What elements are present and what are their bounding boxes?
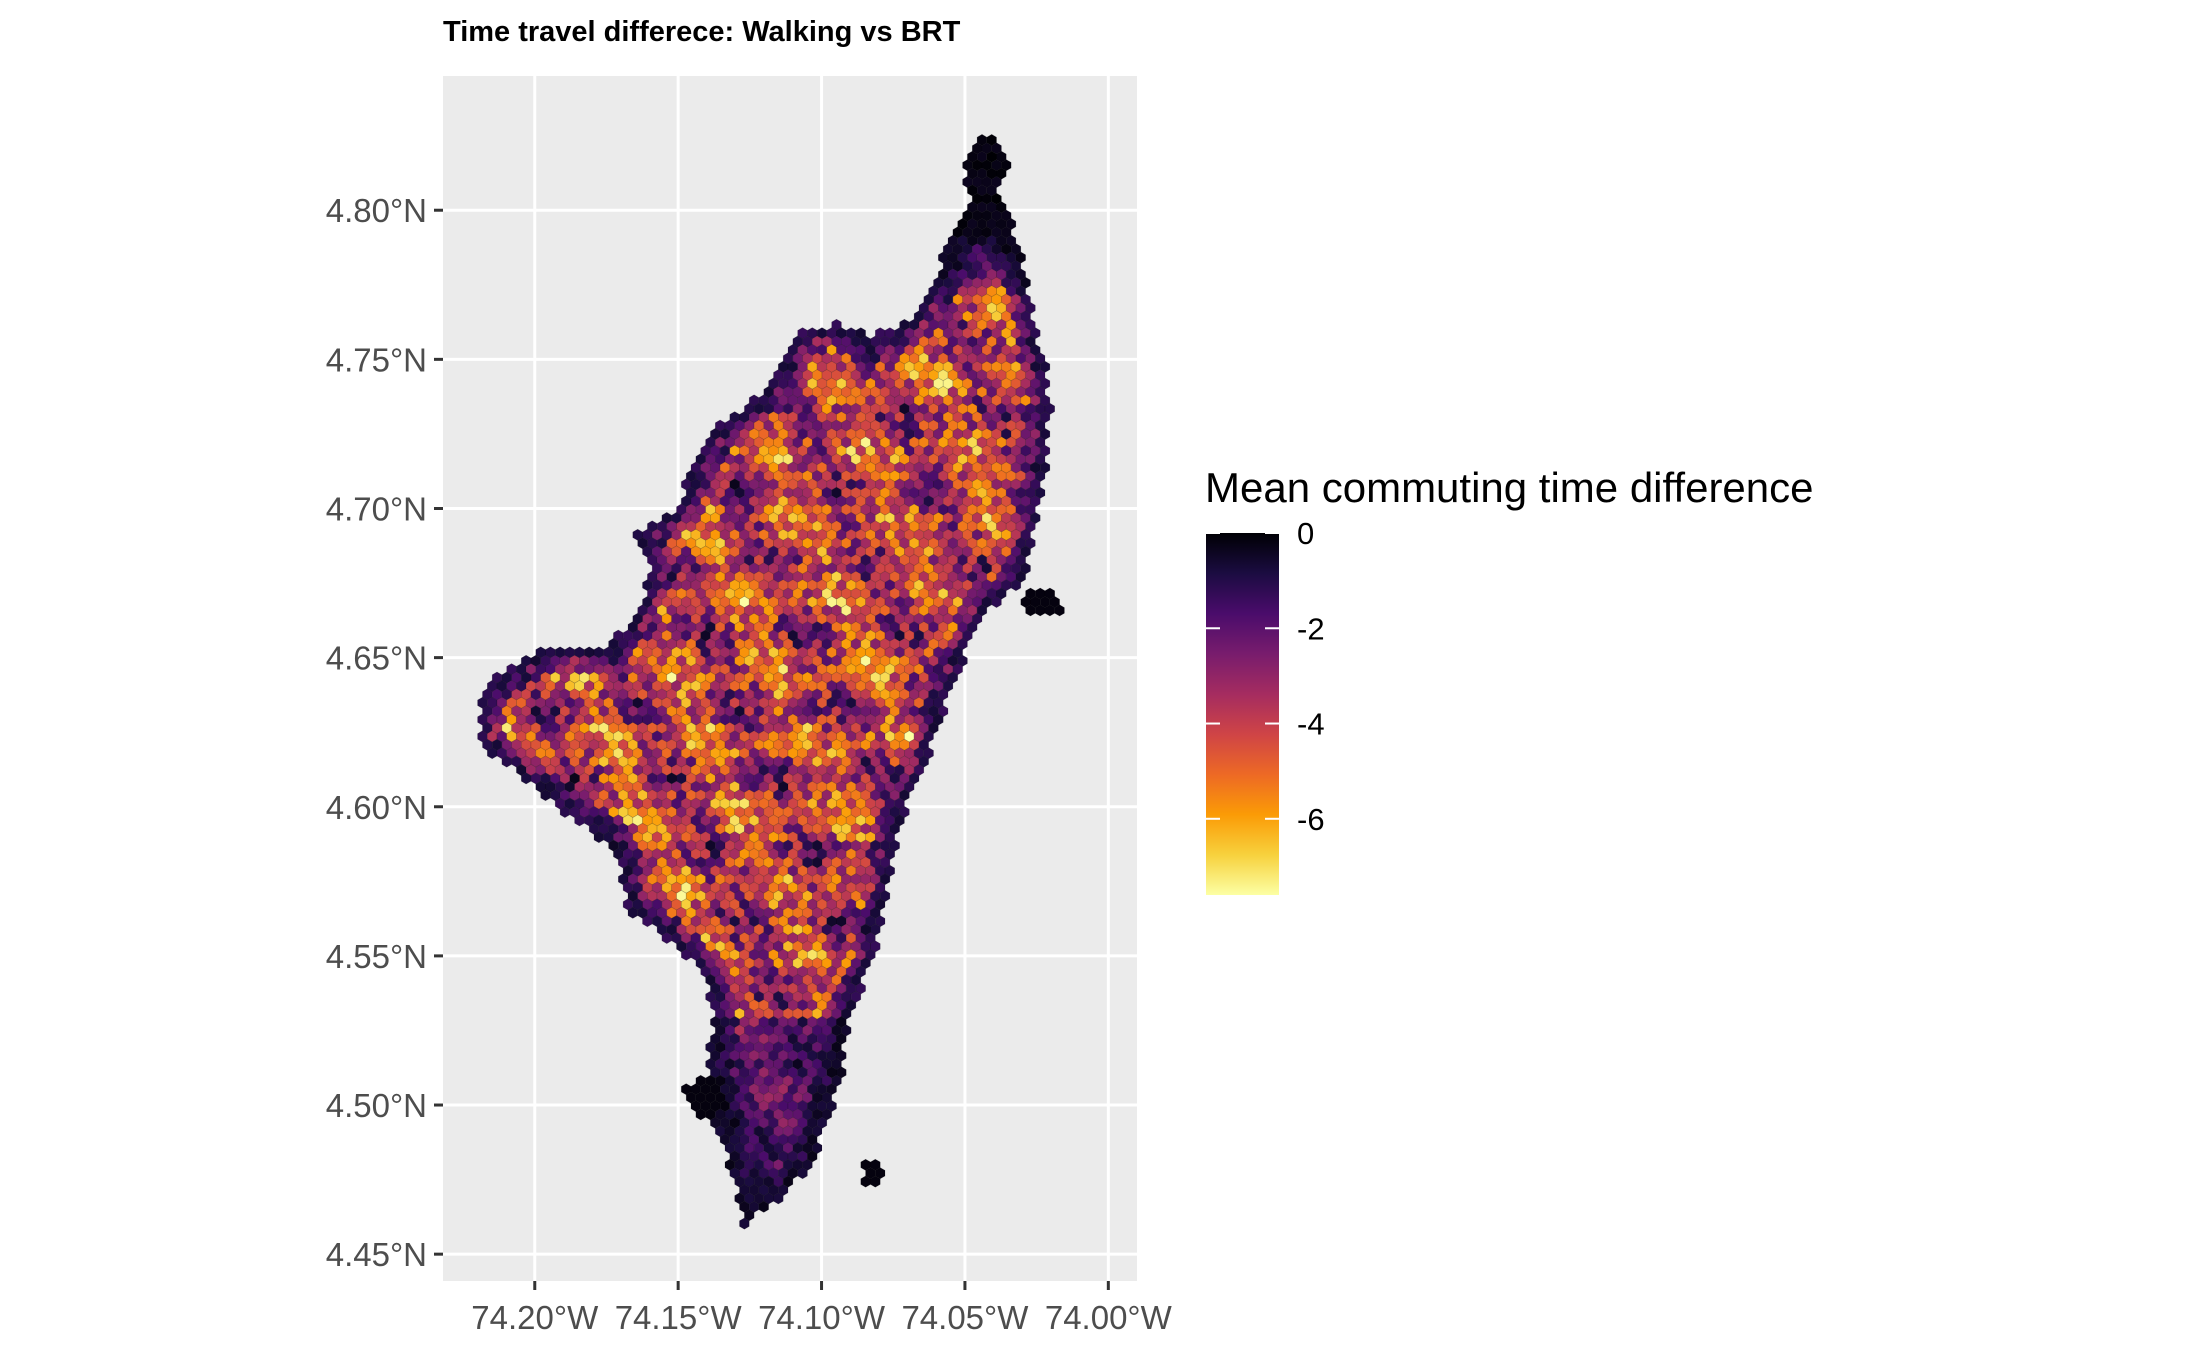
legend-title: Mean commuting time difference xyxy=(1205,464,1814,511)
hex-cell xyxy=(797,1167,808,1180)
legend: Mean commuting time difference 0 -2 -4 -6 xyxy=(1205,464,1814,895)
hex-cell xyxy=(559,806,571,818)
y-tick-label: 4.50°N xyxy=(326,1087,427,1124)
x-tick-label: 74.00°W xyxy=(1045,1299,1173,1336)
legend-label: -4 xyxy=(1297,707,1325,742)
y-tick-label: 4.80°N xyxy=(326,192,427,229)
hex-cell xyxy=(991,596,1002,608)
hex-cell xyxy=(681,948,692,961)
x-tick-label: 74.05°W xyxy=(901,1299,1029,1336)
hex-cell xyxy=(540,789,551,802)
hex-cell xyxy=(695,1108,706,1121)
x-tick-label: 74.15°W xyxy=(615,1299,743,1336)
x-tick-label: 74.10°W xyxy=(758,1299,886,1336)
legend-ticks: 0 -2 -4 -6 xyxy=(1206,516,1325,837)
legend-label: -2 xyxy=(1297,611,1325,646)
hex-cell xyxy=(642,915,653,928)
hex-cell xyxy=(593,831,604,844)
hex-cell xyxy=(1035,604,1046,617)
y-tick-label: 4.55°N xyxy=(326,938,427,975)
hex-cell xyxy=(870,1175,881,1188)
y-axis: 4.80°N 4.75°N 4.70°N 4.65°N 4.60°N 4.55°N 4.50… xyxy=(326,192,443,1273)
hex-cell xyxy=(574,814,585,827)
hex-cells xyxy=(477,134,1065,1230)
hex-cell xyxy=(627,906,638,919)
hex-cell xyxy=(758,1200,769,1213)
hex-cell xyxy=(521,772,532,785)
hex-cell xyxy=(501,755,512,768)
hex-cell xyxy=(1010,579,1022,592)
plot-title: Time travel differece: Walking vs BRT xyxy=(443,16,961,48)
y-tick-label: 4.70°N xyxy=(326,490,427,527)
legend-label: -6 xyxy=(1297,802,1325,837)
hex-cell xyxy=(739,1217,750,1230)
y-tick-label: 4.75°N xyxy=(326,341,427,378)
x-tick-label: 74.20°W xyxy=(471,1299,599,1336)
x-axis: 74.20°W 74.15°W 74.10°W 74.05°W 74.00°W xyxy=(471,1281,1173,1336)
hex-cell xyxy=(487,747,498,760)
hex-cell xyxy=(860,1175,871,1188)
legend-colorbar xyxy=(1206,533,1279,895)
hex-cell xyxy=(661,932,672,944)
hex-cell xyxy=(1054,604,1065,617)
hex-cell xyxy=(1044,604,1055,617)
y-tick-label: 4.45°N xyxy=(326,1236,427,1273)
hex-cell xyxy=(1025,604,1036,617)
y-tick-label: 4.60°N xyxy=(326,789,427,826)
hex-cell xyxy=(773,1192,784,1205)
y-tick-label: 4.65°N xyxy=(326,640,427,677)
legend-label: 0 xyxy=(1297,516,1314,551)
